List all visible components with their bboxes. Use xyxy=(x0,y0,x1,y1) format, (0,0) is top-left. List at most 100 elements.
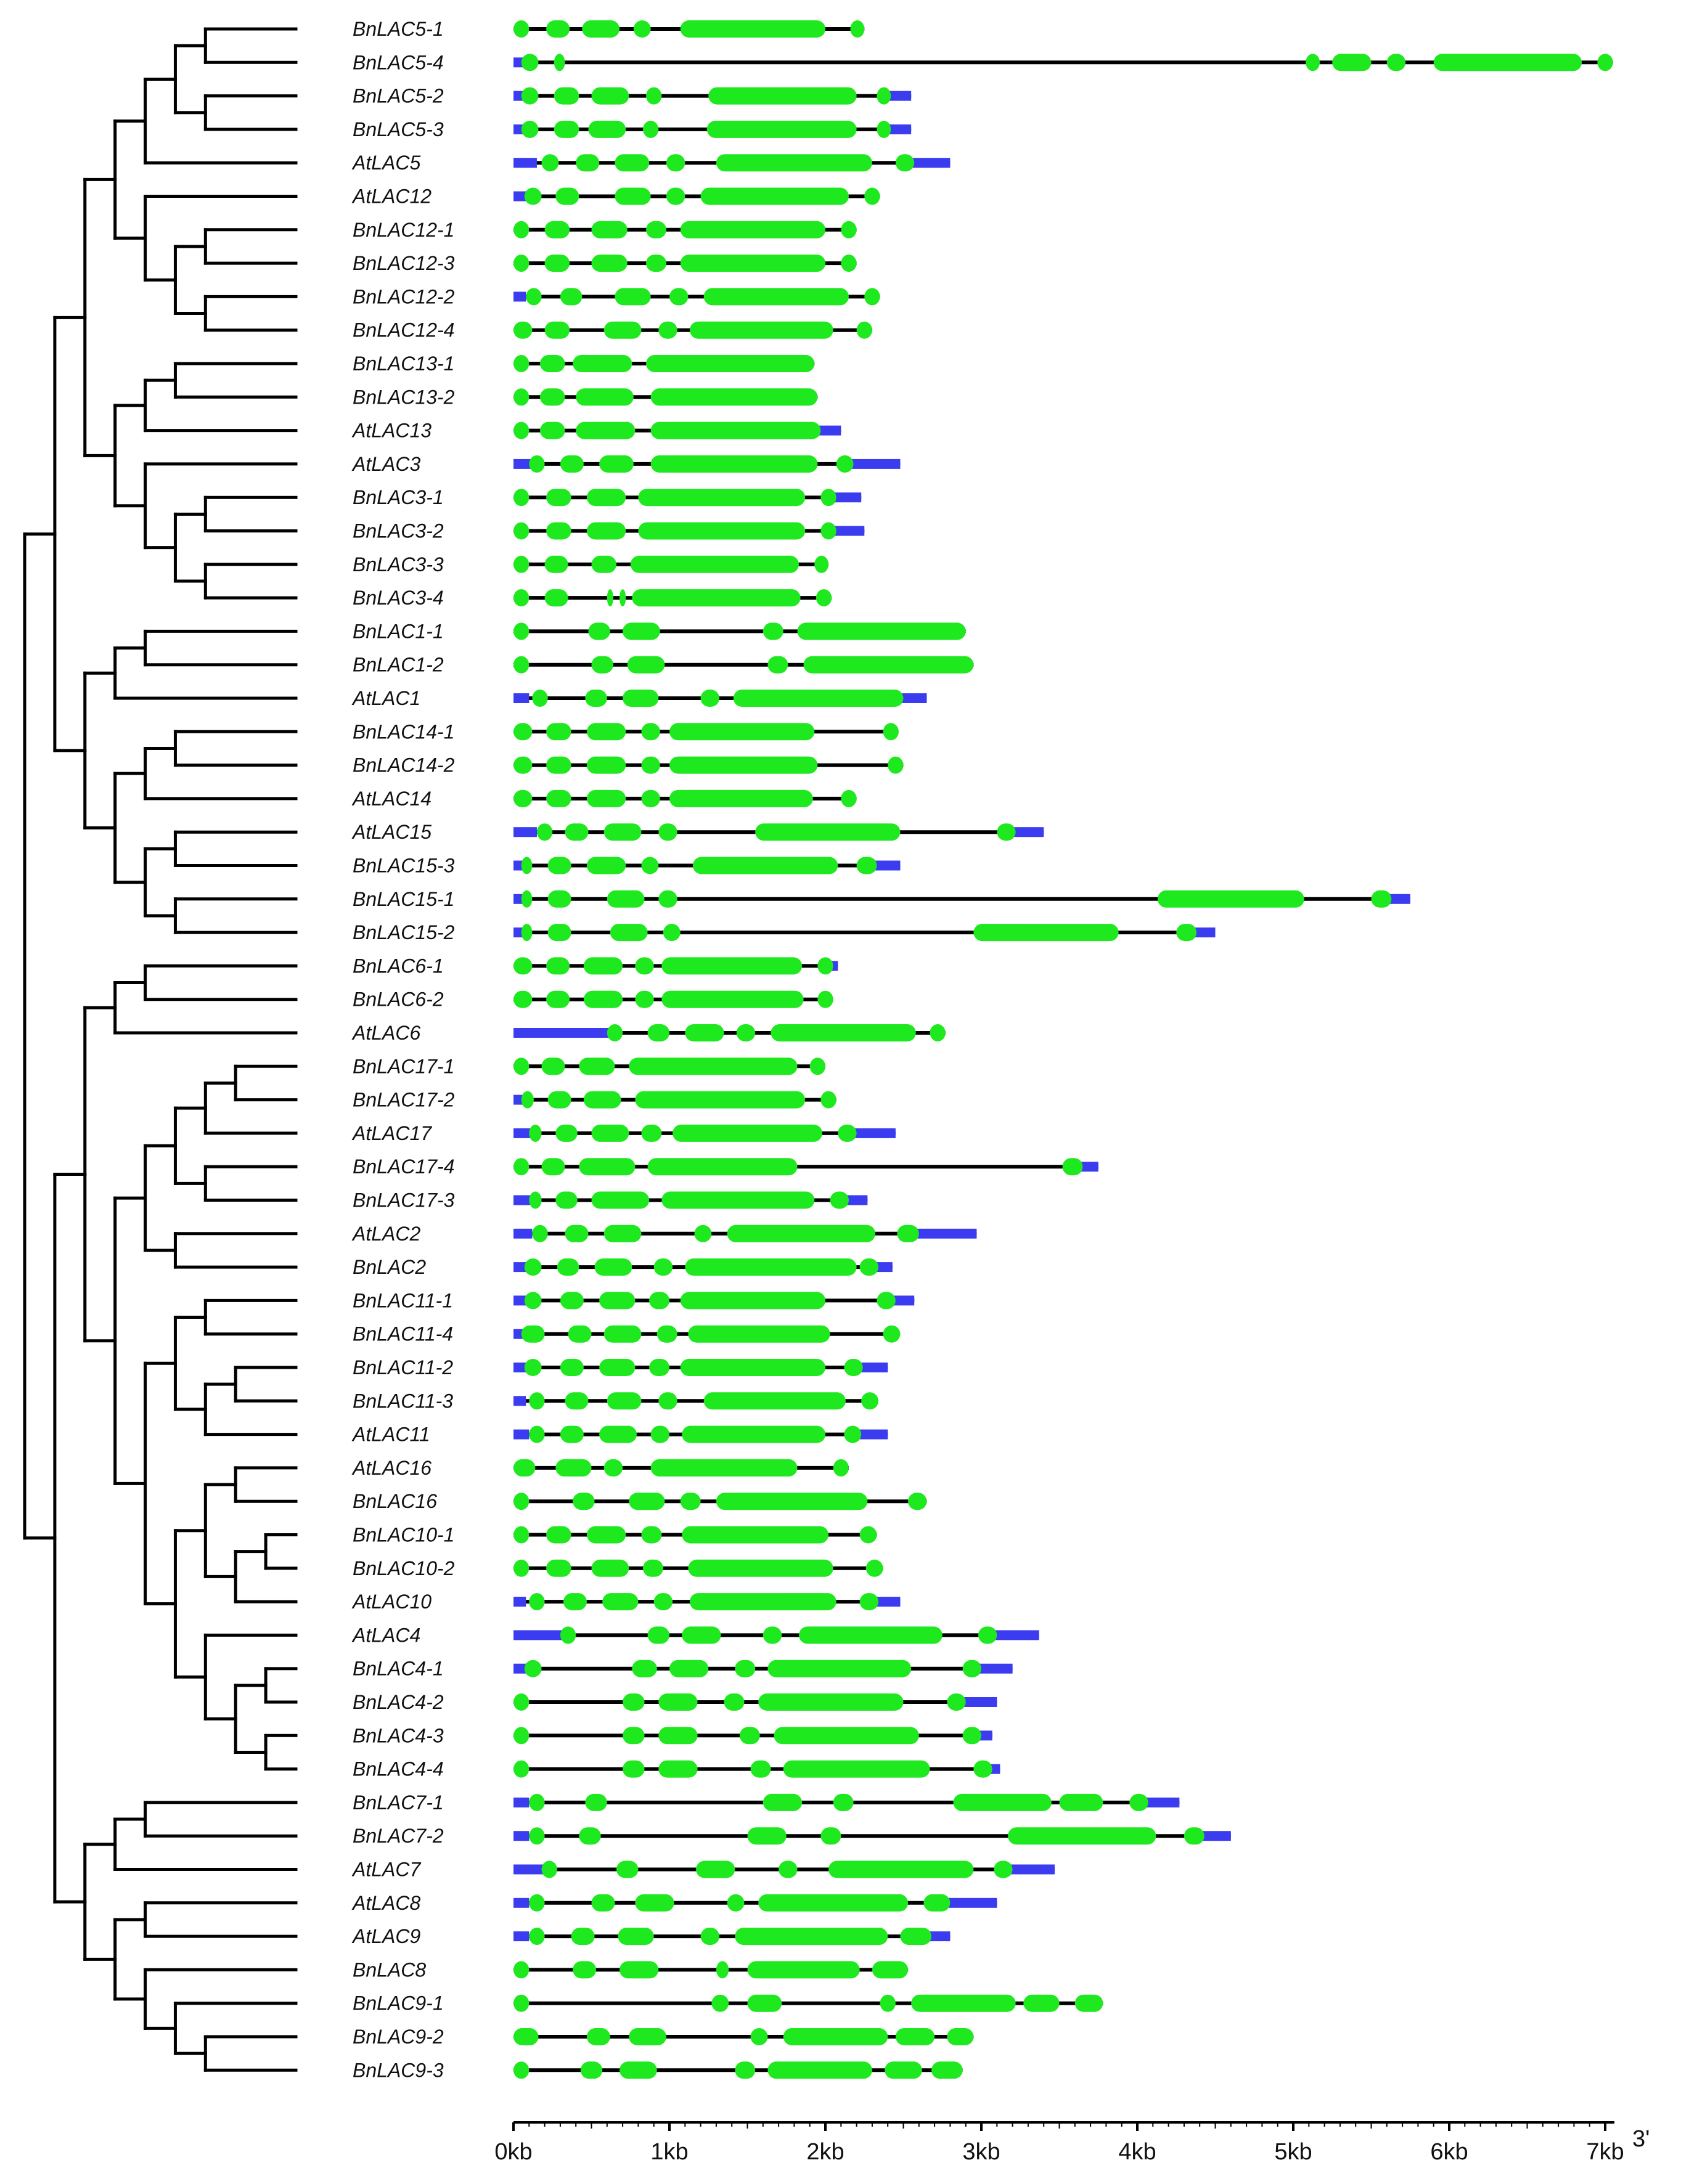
exon-block xyxy=(830,1191,849,1209)
gene-label: AtLAC5 xyxy=(351,152,420,174)
exon-block xyxy=(513,756,533,774)
gene-model xyxy=(513,924,1216,942)
exon-block xyxy=(767,2061,872,2079)
exon-block xyxy=(541,154,559,172)
exon-block xyxy=(591,1124,629,1142)
exon-block xyxy=(820,489,836,507)
exon-block xyxy=(513,522,530,540)
exon-block xyxy=(576,422,636,439)
exon-block xyxy=(586,789,626,807)
exon-block xyxy=(642,1559,663,1577)
exon-block xyxy=(607,1392,642,1410)
exon-block xyxy=(585,690,607,707)
exon-block xyxy=(735,1928,888,1946)
gene-label: BnLAC9-2 xyxy=(353,2026,444,2048)
exon-block xyxy=(680,20,825,38)
exon-block xyxy=(895,154,915,172)
utr3-bar xyxy=(845,1195,868,1205)
exon-block xyxy=(635,1894,674,1912)
exon-block xyxy=(1023,1994,1060,2012)
utr5-bar xyxy=(513,1897,530,1908)
exon-block xyxy=(623,1760,645,1778)
exon-block xyxy=(633,20,651,38)
gene-model xyxy=(513,455,901,473)
exon-block xyxy=(650,388,818,406)
exon-block xyxy=(555,1124,578,1142)
exon-block xyxy=(962,1660,981,1677)
gene-label: BnLAC13-1 xyxy=(353,352,454,375)
exon-block xyxy=(607,589,613,607)
exon-block xyxy=(513,2028,539,2045)
exon-block xyxy=(524,1359,542,1376)
exon-block xyxy=(1129,1793,1148,1811)
exon-block xyxy=(755,823,901,841)
exon-block xyxy=(591,87,629,105)
exon-block xyxy=(1386,54,1406,71)
gene-model xyxy=(513,522,865,540)
exon-block xyxy=(1184,1827,1205,1845)
gene-model xyxy=(513,1425,888,1443)
exon-block xyxy=(579,1827,601,1845)
exon-block xyxy=(524,1292,542,1310)
exon-block xyxy=(682,1425,825,1443)
exon-block xyxy=(529,1593,545,1611)
exon-block xyxy=(529,1124,542,1142)
exon-block xyxy=(856,857,877,874)
exon-block xyxy=(629,1057,798,1075)
exon-block xyxy=(638,489,806,507)
exon-block xyxy=(646,355,815,372)
exon-block xyxy=(544,221,570,238)
utr5-bar xyxy=(513,1363,526,1372)
utr3-bar xyxy=(1012,827,1044,837)
exon-block xyxy=(658,823,677,841)
exon-block xyxy=(546,522,571,540)
exon-block xyxy=(616,1860,639,1878)
gene-label: BnLAC7-1 xyxy=(353,1791,444,1814)
utr3-bar xyxy=(928,1931,951,1942)
gene-model xyxy=(513,723,899,741)
exon-block xyxy=(669,288,689,306)
gene-labels: BnLAC5-1 BnLAC5-4 BnLAC5-2 BnLAC5-3 AtLAC5 At… xyxy=(351,18,455,2081)
gene-model xyxy=(513,1459,849,1477)
exon-block xyxy=(700,187,849,205)
exon-block xyxy=(635,1091,806,1109)
exon-block xyxy=(653,1258,673,1276)
exon-block xyxy=(629,1493,665,1510)
gene-label: BnLAC4-2 xyxy=(353,1691,444,1713)
gene-label: BnLAC6-2 xyxy=(353,988,444,1011)
exon-block xyxy=(583,1091,621,1109)
exon-block xyxy=(635,957,654,975)
exon-block xyxy=(521,120,539,138)
exon-block xyxy=(658,1693,698,1711)
exon-block xyxy=(588,622,610,640)
exon-block xyxy=(546,789,571,807)
exon-block xyxy=(582,20,620,38)
utr3-bar xyxy=(993,1630,1039,1640)
gene-label: BnLAC5-2 xyxy=(353,85,444,107)
exon-block xyxy=(623,622,660,640)
exon-block xyxy=(888,756,904,774)
gene-model xyxy=(513,857,901,874)
exon-block xyxy=(747,1994,782,2012)
exon-block xyxy=(573,355,632,372)
axis-tick-label: 6kb xyxy=(1430,2139,1468,2165)
exon-block xyxy=(947,1693,966,1711)
exon-block xyxy=(771,1024,916,1041)
exon-block xyxy=(513,1158,530,1176)
exon-block xyxy=(563,1593,587,1611)
exon-block xyxy=(532,1224,548,1242)
exon-block xyxy=(844,1359,863,1376)
utr5-bar xyxy=(513,291,526,302)
gene-label: AtLAC17 xyxy=(351,1122,432,1144)
exon-block xyxy=(1597,54,1613,71)
exon-block xyxy=(513,990,533,1008)
exon-block xyxy=(513,789,533,807)
utr5-bar xyxy=(513,1429,530,1440)
exon-block xyxy=(809,1057,825,1075)
exon-block xyxy=(599,455,634,473)
exon-block xyxy=(623,1727,645,1745)
gene-label: BnLAC3-1 xyxy=(353,486,444,508)
exon-block xyxy=(735,2061,756,2079)
exon-block xyxy=(591,1191,650,1209)
exon-block xyxy=(658,1760,698,1778)
